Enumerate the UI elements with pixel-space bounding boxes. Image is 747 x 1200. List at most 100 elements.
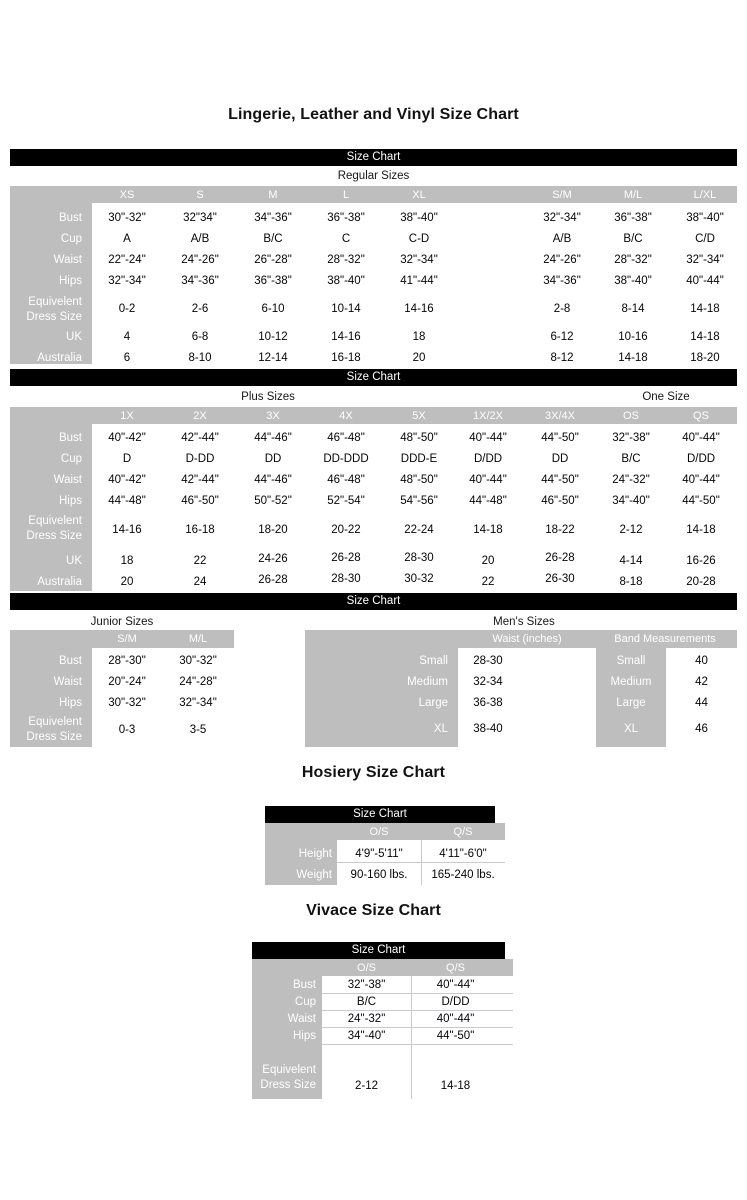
table-cell: 20-28 bbox=[686, 576, 716, 588]
vivace-row-divider-4 bbox=[322, 1044, 513, 1045]
table-cell: DD bbox=[551, 453, 569, 465]
table-cell: 22-24 bbox=[404, 524, 434, 536]
table-cell: 20"-24" bbox=[108, 676, 146, 688]
row-label-mens-xl: XL bbox=[433, 723, 448, 735]
table-cell: 8-14 bbox=[621, 303, 645, 315]
table-cell: 14-18 bbox=[440, 1080, 471, 1092]
table-cell: 46"-48" bbox=[327, 474, 365, 486]
page-title-hosiery: Hosiery Size Chart bbox=[301, 764, 446, 781]
table-cell: 38-40 bbox=[473, 723, 503, 735]
row-label-vivace-waist: Waist bbox=[287, 1013, 316, 1025]
table-vivace-white-body bbox=[322, 976, 513, 1099]
table-cell: 26-28 bbox=[545, 552, 575, 564]
table-cell: 22 bbox=[481, 576, 495, 588]
row-label-vivace-equiv: Equivelent Dress Size bbox=[260, 1064, 316, 1091]
table-cell: 22"-24" bbox=[108, 254, 146, 266]
table-cell: 3-5 bbox=[189, 724, 207, 736]
table-cell: 44"-50" bbox=[541, 432, 579, 444]
row-label-mens-small: Small bbox=[419, 655, 448, 667]
table-cell: 2-12 bbox=[354, 1080, 379, 1092]
table-cell: 32"-38" bbox=[347, 979, 386, 991]
table-cell: 36"-38" bbox=[327, 212, 365, 224]
table-cell: 2-6 bbox=[191, 303, 209, 315]
table-cell: 34"-36" bbox=[254, 212, 292, 224]
col-header-mens-waist: Waist (inches) bbox=[492, 633, 562, 645]
table-cell: 34"-40" bbox=[612, 495, 650, 507]
table-regular-white-body bbox=[92, 203, 737, 364]
table-cell: 34"-36" bbox=[543, 275, 581, 287]
table-cell: 4-14 bbox=[619, 555, 643, 567]
table-cell: 44 bbox=[695, 697, 708, 709]
table-cell: 4'9"-5'11" bbox=[355, 848, 403, 860]
table-cell: 34"-36" bbox=[181, 275, 219, 287]
table-cell: B/C bbox=[623, 233, 643, 245]
size-chart-bar-hosiery: Size Chart bbox=[265, 806, 495, 823]
table-cell: 4 bbox=[123, 331, 131, 343]
table-cell: 6 bbox=[123, 352, 131, 364]
col-header-regular-7: L/XL bbox=[693, 189, 717, 201]
table-cell: A/B bbox=[190, 233, 210, 245]
col-header-plus-5: 1X/2X bbox=[473, 410, 503, 422]
table-cell: 10-12 bbox=[258, 331, 288, 343]
vivace-row-divider-3 bbox=[322, 1027, 513, 1028]
table-cell: 40"-44" bbox=[469, 432, 507, 444]
col-header-mens-band: Band Measurements bbox=[614, 633, 716, 645]
table-cell: 32-34 bbox=[473, 676, 503, 688]
row-label-plus-uk: UK bbox=[66, 555, 82, 567]
table-cell: 32"-34" bbox=[400, 254, 438, 266]
table-cell: 24"-32" bbox=[612, 474, 650, 486]
table-cell: 24"-32" bbox=[347, 1013, 386, 1025]
table-cell: 28"-30" bbox=[108, 655, 146, 667]
table-cell: 14-16 bbox=[112, 524, 142, 536]
group-label-junior-sizes: Junior Sizes bbox=[90, 616, 154, 628]
table-cell: 20-22 bbox=[331, 524, 361, 536]
col-header-regular-3: L bbox=[342, 189, 350, 201]
table-cell: 36"-38" bbox=[614, 212, 652, 224]
row-label-regular-uk: UK bbox=[66, 331, 82, 343]
table-cell: 165-240 lbs. bbox=[431, 869, 495, 881]
table-cell: 32"-34" bbox=[179, 697, 217, 709]
row-label-regular-waist: Waist bbox=[53, 254, 82, 266]
table-cell: 44"-50" bbox=[541, 474, 579, 486]
table-cell: 44"-50" bbox=[682, 495, 720, 507]
table-cell: 28-30 bbox=[404, 552, 434, 564]
group-row-junior-mens: Junior Sizes Men's Sizes bbox=[0, 613, 747, 631]
table-cell: 14-18 bbox=[473, 524, 503, 536]
col-header-plus-4: 5X bbox=[412, 410, 426, 422]
table-cell: B/C bbox=[263, 233, 283, 245]
table-cell: B/C bbox=[356, 996, 377, 1008]
col-header-hosiery-1: Q/S bbox=[453, 826, 473, 838]
row-label-regular-bust: Bust bbox=[58, 212, 82, 224]
vivace-col-divider bbox=[411, 976, 412, 1099]
col-header-regular-4: XL bbox=[412, 189, 426, 201]
table-cell: 26"-28" bbox=[254, 254, 292, 266]
row-label-band-small: Small bbox=[616, 655, 646, 667]
table-cell: 14-18 bbox=[690, 303, 720, 315]
table-cell: 0-3 bbox=[118, 724, 136, 736]
table-cell: DDD-E bbox=[400, 453, 438, 465]
table-cell: D/DD bbox=[441, 996, 470, 1008]
table-cell: 20 bbox=[412, 352, 426, 364]
table-cell: 18 bbox=[120, 555, 134, 567]
table-cell: 32"-38" bbox=[612, 432, 650, 444]
row-label-regular-equiv: Equivelent Dress Size bbox=[26, 296, 82, 323]
table-cell: 30"-32" bbox=[108, 697, 146, 709]
size-chart-bar-regular: Size Chart bbox=[10, 149, 737, 166]
table-cell: D-DD bbox=[185, 453, 215, 465]
group-label-plus-sizes: Plus Sizes bbox=[241, 391, 295, 403]
table-cell: 16-18 bbox=[331, 352, 361, 364]
table-cell: 24-26 bbox=[258, 553, 288, 565]
table-cell: 16-18 bbox=[185, 524, 215, 536]
table-cell: 50"-52" bbox=[254, 495, 292, 507]
table-cell: 46"-50" bbox=[181, 495, 219, 507]
table-cell: 38"-40" bbox=[686, 212, 724, 224]
table-cell: 40"-42" bbox=[108, 432, 146, 444]
table-cell: D bbox=[122, 453, 132, 465]
row-label-plus-equiv: Equivelent Dress Size bbox=[26, 515, 82, 542]
table-junior-white-body bbox=[92, 648, 234, 747]
row-label-plus-australia: Australia bbox=[37, 576, 82, 588]
row-label-regular-australia: Australia bbox=[37, 352, 82, 364]
size-chart-bar-vivace: Size Chart bbox=[252, 942, 505, 959]
col-header-plus-7: OS bbox=[623, 410, 639, 422]
hosiery-row-divider bbox=[337, 862, 505, 863]
